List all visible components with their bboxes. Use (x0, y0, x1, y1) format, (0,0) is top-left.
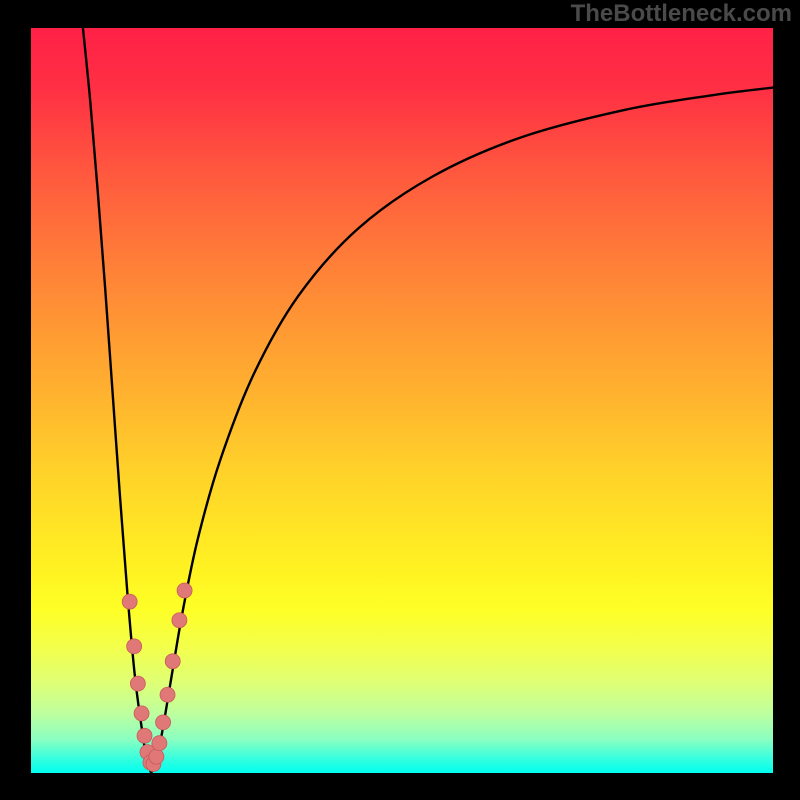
bottleneck-curve-left (83, 28, 151, 773)
data-point-marker (156, 715, 171, 730)
data-point-marker (127, 639, 142, 654)
curves-layer (31, 28, 773, 773)
plot-area (31, 28, 773, 773)
data-point-marker (165, 654, 180, 669)
data-point-marker (149, 749, 164, 764)
data-point-marker (152, 736, 167, 751)
data-point-marker (137, 728, 152, 743)
data-point-marker (134, 706, 149, 721)
data-point-marker (177, 583, 192, 598)
bottleneck-curve-right (151, 88, 773, 773)
data-point-marker (122, 594, 137, 609)
data-point-marker (172, 613, 187, 628)
data-point-marker (130, 676, 145, 691)
data-point-marker (160, 687, 175, 702)
watermark-text: TheBottleneck.com (571, 0, 792, 28)
chart-stage: TheBottleneck.com (0, 0, 800, 800)
